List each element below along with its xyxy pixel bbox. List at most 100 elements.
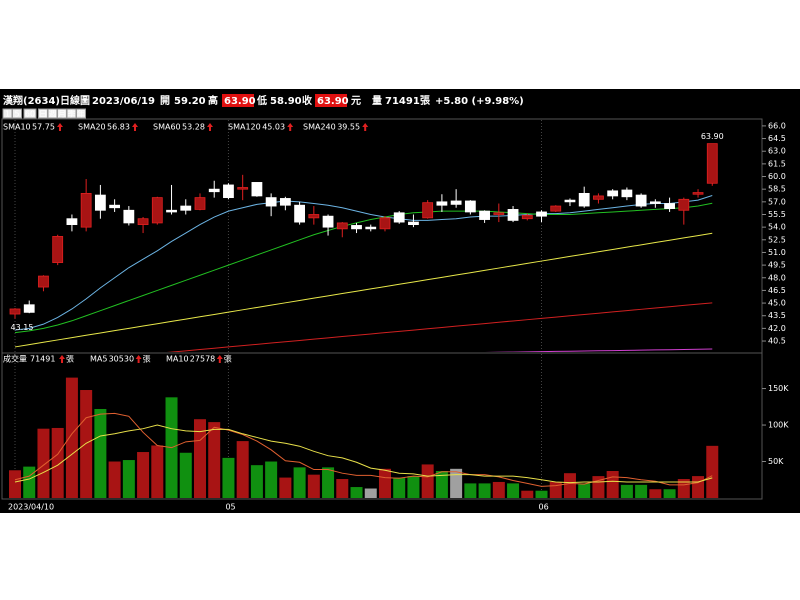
period-tab-label[interactable]: 1 xyxy=(5,110,10,119)
candle-body xyxy=(151,197,163,224)
volume-bar xyxy=(421,464,434,498)
candle-body xyxy=(208,188,220,193)
volume-bar xyxy=(80,390,93,498)
header-volume-label: 量 xyxy=(372,94,382,107)
header-currency: 元 xyxy=(351,95,361,107)
period-tab-label[interactable]: 日 xyxy=(39,110,47,119)
candle-body xyxy=(265,197,277,207)
legend-unit: 張 xyxy=(66,355,74,364)
candle-body xyxy=(80,192,92,228)
period-tab-label[interactable]: 60 xyxy=(25,110,35,119)
legend-name: SMA60 xyxy=(153,123,181,132)
candle-body xyxy=(322,215,334,228)
volume-bar xyxy=(236,441,249,498)
volume-bar xyxy=(179,452,192,498)
legend-value: 56.83 xyxy=(107,123,130,132)
volume-bar xyxy=(492,481,505,498)
volume-bar xyxy=(478,483,491,498)
candle-body xyxy=(536,211,547,217)
volume-bar xyxy=(350,487,363,498)
header-highlight xyxy=(315,94,347,107)
legend-value: 39.55 xyxy=(337,123,360,132)
candles xyxy=(9,143,718,319)
ma-line xyxy=(14,412,713,487)
volume-bar xyxy=(293,467,306,498)
header-name: 漢翔(2634) xyxy=(3,94,60,107)
chart-content: 漢翔(2634) 日線圖 2023/06/19 開 59.20 高 63.90 低 58.90 收… xyxy=(2,94,789,512)
candle-body xyxy=(52,236,64,263)
candle-body xyxy=(593,195,604,200)
legend-name: 成交量 xyxy=(3,354,27,364)
y-tick-label: 46.5 xyxy=(768,286,786,295)
volume-bar xyxy=(378,468,391,498)
candle-body xyxy=(308,214,320,219)
y-tick-label: 61.5 xyxy=(768,159,786,168)
legend-name: MA10 xyxy=(166,355,189,364)
period-tab[interactable] xyxy=(23,108,37,119)
chart-background xyxy=(0,89,800,513)
volume-bar xyxy=(563,473,576,498)
volume-bars xyxy=(9,377,719,498)
candle-body xyxy=(649,201,661,204)
volume-bar xyxy=(521,490,534,498)
candle-body xyxy=(521,214,533,220)
period-tab-label[interactable]: 週 xyxy=(49,110,57,119)
volume-bar xyxy=(606,471,619,498)
volume-bar xyxy=(549,481,562,498)
period-tab[interactable] xyxy=(76,108,86,119)
legend-name: SMA10 xyxy=(3,123,31,132)
up-arrow-icon xyxy=(362,123,369,131)
up-arrow-icon xyxy=(59,355,65,363)
legend-name: SMA120 xyxy=(228,123,261,132)
candle-body xyxy=(336,222,348,230)
volume-bar xyxy=(137,452,150,498)
header-date: 2023/06/19 xyxy=(92,96,155,107)
header-chart-kind: 日線圖 xyxy=(60,94,90,107)
period-tab[interactable] xyxy=(12,108,22,119)
header-open-label: 開 xyxy=(160,95,170,107)
legend-name: SMA240 xyxy=(303,123,336,132)
header-low-label: 低 xyxy=(256,94,267,107)
volume-frame xyxy=(1,352,763,500)
volume-bar xyxy=(307,474,320,498)
candle-body xyxy=(436,201,448,206)
header-close-label: 收 xyxy=(302,94,312,107)
candle-body xyxy=(393,212,405,223)
y-tick-label: 43.5 xyxy=(768,311,786,320)
ma-line xyxy=(484,348,713,352)
volume-bar xyxy=(23,466,36,498)
candle-body xyxy=(692,192,704,195)
header-low: 58.90 xyxy=(270,96,302,107)
volume-bar xyxy=(507,483,520,498)
volume-bar xyxy=(535,490,548,498)
candle-body xyxy=(251,182,263,197)
period-tab-label[interactable]: 季 xyxy=(68,109,76,119)
volume-bar xyxy=(464,483,477,498)
volume-bar xyxy=(279,477,292,498)
header-volume-unit: 張 xyxy=(420,95,431,107)
price-annotation: 63.90 xyxy=(701,132,724,141)
up-arrow-icon xyxy=(132,123,138,131)
line-group xyxy=(14,412,713,487)
period-tab-label[interactable]: 年 xyxy=(77,109,85,119)
candle-body xyxy=(706,143,718,184)
y-tick-label: 55.5 xyxy=(768,210,786,219)
period-tab-label[interactable]: 月 xyxy=(58,110,66,119)
y-tick-label: 100K xyxy=(768,421,789,430)
x-tick-label: 06 xyxy=(539,503,549,512)
candle-body xyxy=(607,190,619,197)
candle-body xyxy=(578,192,590,207)
legend-unit: 張 xyxy=(224,355,232,364)
candle-body xyxy=(550,205,562,212)
candle-body xyxy=(279,198,291,206)
volume-bar xyxy=(677,479,690,498)
candle-body xyxy=(294,204,306,223)
up-arrow-icon xyxy=(207,123,213,131)
volume-bar xyxy=(51,427,64,498)
candle-body xyxy=(351,225,362,230)
y-tick-label: 60.0 xyxy=(768,172,786,181)
volume-bar xyxy=(407,476,420,498)
period-tab-label[interactable]: 5 xyxy=(14,110,19,119)
